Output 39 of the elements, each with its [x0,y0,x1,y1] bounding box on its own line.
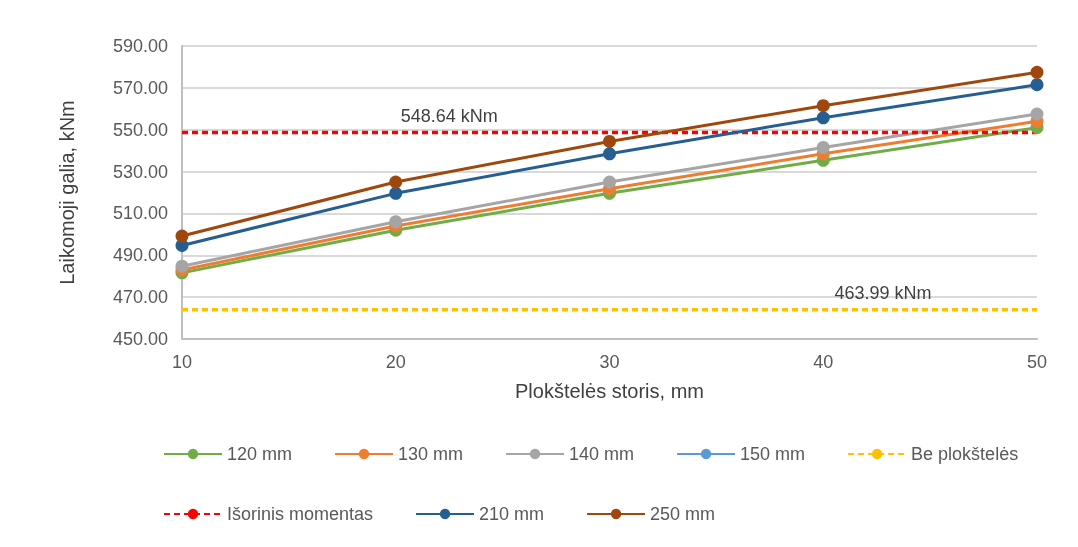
y-tick-label: 490.00 [112,245,168,266]
point [603,134,616,148]
point [816,141,830,154]
legend-label: 250 mm [650,504,716,524]
x-tick-label: 20 [385,352,406,372]
legend-label: Išorinis momentas [227,504,374,524]
y-tick-label: 450.00 [112,329,168,349]
x-tick-label: 40 [813,352,834,372]
x-tick-label: 50 [1026,352,1048,372]
y-tick-label: 590.00 [112,36,168,56]
point [1030,65,1044,79]
y-tick-label: 470.00 [112,287,168,308]
point [175,229,189,243]
x-axis-title: Plokštelės storis, mm [515,380,704,402]
x-tick-label: 10 [171,352,193,372]
legend-label: 150 mm [740,444,806,464]
legend-label: Be plokštelės [911,444,1019,464]
point [603,147,616,161]
legend-label: 130 mm [398,444,464,464]
point [1030,78,1044,92]
legend-label: 140 mm [569,444,635,464]
point [389,186,403,200]
y-tick-label: 530.00 [112,161,168,182]
y-tick-label: 570.00 [112,77,168,98]
point [816,99,830,113]
annotation: 548.64 kNm [400,105,498,126]
point [389,175,403,189]
point [816,111,830,125]
y-tick-label: 550.00 [112,119,168,140]
x-tick-label: 30 [599,352,620,372]
y-tick-label: 510.00 [112,203,168,224]
annotation: 463.99 kNm [834,282,932,303]
legend-label: 210 mm [479,504,545,524]
y-axis-title: Laikomoji galia, kNm [56,100,78,285]
point [603,175,616,189]
legend-label: 120 mm [227,444,293,464]
point [175,259,189,273]
point [389,215,403,229]
point [1030,107,1044,121]
